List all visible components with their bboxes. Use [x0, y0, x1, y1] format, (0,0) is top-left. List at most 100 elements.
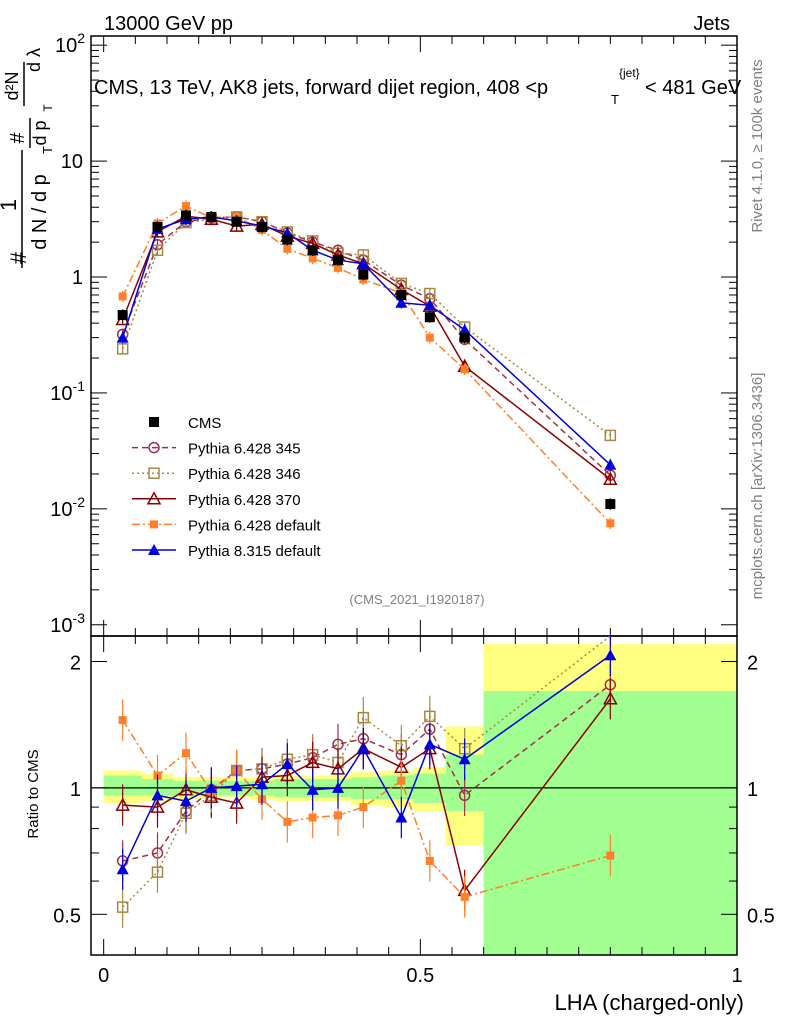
- marker-p346: [116, 901, 129, 913]
- mcplots-label: mcplots.cern.ch [arXiv:1306.3436]: [749, 373, 766, 600]
- main-ytick-exponent: -3: [73, 610, 86, 626]
- rivet-version-label: Rivet 4.1.0, ≥ 100k events: [749, 59, 766, 232]
- marker-p346: [357, 711, 370, 724]
- marker-pdef: [606, 851, 615, 860]
- marker-pdef: [359, 803, 368, 812]
- ylabel-sub-t-2: T: [41, 104, 55, 112]
- main-ytick-label: 10-2: [50, 494, 85, 521]
- marker-pdef: [334, 263, 342, 272]
- ratio-ytick-label-left: 0.5: [53, 905, 81, 927]
- ratio-ytick-label-right: 0.5: [747, 905, 775, 927]
- main-ytick-label: 102: [55, 30, 85, 57]
- legend-label-p346: Pythia 6.428 346: [188, 466, 301, 483]
- ratio-data-series: [115, 635, 618, 928]
- marker-p8: [116, 863, 129, 875]
- marker-pdef: [283, 817, 292, 826]
- main-ytick-exponent: 2: [77, 30, 85, 46]
- marker-p346: [424, 710, 436, 723]
- marker-p8: [423, 299, 436, 311]
- marker-cms: [152, 222, 163, 233]
- main-data-series: [115, 200, 618, 530]
- ylabel-d2n: d²N: [2, 71, 22, 100]
- ratio-ytick-label-right: 1: [747, 779, 758, 801]
- marker-p8: [458, 323, 471, 335]
- marker-p370: [305, 754, 320, 769]
- marker-p8: [256, 778, 268, 790]
- marker-p346: [151, 866, 164, 878]
- marker-cms: [257, 222, 267, 233]
- marker-p8: [281, 758, 294, 770]
- marker-cms: [333, 255, 343, 266]
- marker-cms: [396, 289, 407, 300]
- marker-pdef: [150, 520, 158, 529]
- legend-label-cms: CMS: [188, 415, 221, 432]
- marker-p370: [229, 795, 244, 809]
- main-ytick-base: 1: [72, 267, 83, 289]
- main-y-axis-label: # 1 d N / d p T # d p T d²N d λ: [0, 48, 55, 268]
- ratio-y-axis-label: Ratio to CMS: [25, 749, 42, 838]
- marker-cms: [605, 499, 616, 510]
- marker-p346: [151, 244, 164, 257]
- marker-p370: [603, 691, 618, 705]
- ylabel-one: 1: [0, 199, 21, 211]
- marker-p8: [230, 780, 243, 792]
- marker-cms: [149, 417, 159, 427]
- marker-cms: [282, 234, 293, 245]
- marker-pdef: [283, 244, 292, 253]
- title-superscript: {jet}: [619, 66, 640, 80]
- legend-label-p370: Pythia 6.428 370: [188, 492, 301, 509]
- marker-p8: [151, 789, 164, 801]
- line-p345: [121, 216, 611, 476]
- marker-cms: [307, 245, 318, 256]
- legend-label-p345: Pythia 6.428 345: [188, 441, 301, 458]
- ylabel-hash-2: #: [7, 132, 29, 144]
- marker-cms: [459, 332, 470, 343]
- marker-p345: [458, 789, 471, 802]
- marker-pdef: [425, 856, 434, 865]
- main-ytick-exponent: -2: [73, 494, 86, 510]
- line-p8: [121, 654, 611, 870]
- main-ytick-label: 10-1: [50, 378, 85, 405]
- main-ytick-base: 10: [50, 615, 72, 637]
- marker-cms: [206, 211, 217, 222]
- ratio-y-ticks: 0.5 0.5 1 1 2 2: [53, 652, 775, 927]
- marker-pdef: [182, 201, 190, 210]
- marker-cms: [181, 210, 191, 221]
- main-ytick-exponent: -1: [73, 378, 86, 394]
- line-pdef: [121, 205, 611, 524]
- marker-p8: [604, 458, 617, 470]
- main-ytick-label: 10-3: [50, 610, 85, 637]
- x-ticks: 0 0.5 1: [98, 36, 743, 987]
- marker-pdef: [460, 365, 469, 374]
- marker-cms: [117, 310, 128, 321]
- ylabel-hash-1: #: [6, 251, 31, 264]
- marker-pdef: [334, 811, 342, 820]
- marker-p8: [148, 544, 160, 555]
- marker-p345: [148, 441, 160, 454]
- marker-cms: [231, 216, 242, 227]
- xtick-label: 1: [731, 965, 742, 987]
- marker-pdef: [118, 292, 127, 301]
- process-label: Jets: [693, 13, 730, 35]
- main-ytick-base: 10: [50, 383, 72, 405]
- marker-p8: [180, 795, 192, 807]
- main-ytick-label: 10: [61, 151, 83, 173]
- legend: CMS Pythia 6.428 345 Pythia 6.428 346 Pythi…: [132, 415, 321, 560]
- marker-p8: [604, 649, 617, 661]
- main-ytick-label: 1: [72, 267, 83, 289]
- main-ytick-base: 10: [50, 499, 72, 521]
- title-end: < 481 GeV: [645, 77, 742, 99]
- marker-pdef: [425, 333, 434, 342]
- analysis-id-watermark: (CMS_2021_I1920187): [349, 592, 484, 607]
- title-main: CMS, 13 TeV, AK8 jets, forward dijet reg…: [94, 77, 548, 99]
- marker-p8: [306, 783, 319, 795]
- marker-p8: [205, 781, 218, 793]
- marker-p8: [395, 296, 408, 308]
- xtick-label: 0: [98, 965, 109, 987]
- marker-pdef: [460, 892, 469, 901]
- ylabel-dn-dpt: d N / d p: [29, 174, 51, 250]
- marker-p346: [604, 429, 617, 442]
- marker-p370: [146, 491, 162, 505]
- title-subscript: T: [611, 92, 619, 107]
